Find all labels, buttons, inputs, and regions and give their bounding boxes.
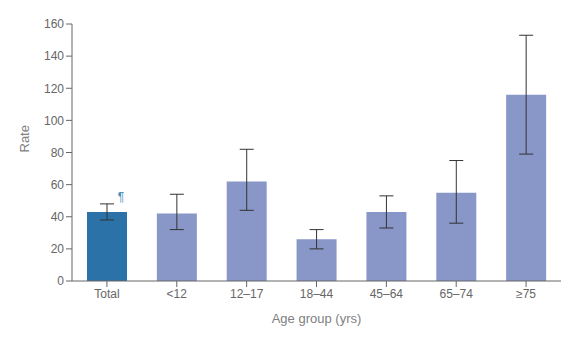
svg-text:0: 0 <box>57 274 64 288</box>
svg-text:140: 140 <box>44 49 64 63</box>
svg-text:Total: Total <box>94 287 119 301</box>
svg-text:60: 60 <box>51 178 65 192</box>
svg-text:¶: ¶ <box>118 190 124 204</box>
svg-text:80: 80 <box>51 146 65 160</box>
svg-text:65–74: 65–74 <box>440 287 474 301</box>
svg-text:<12: <12 <box>167 287 188 301</box>
svg-text:100: 100 <box>44 114 64 128</box>
svg-text:120: 120 <box>44 82 64 96</box>
svg-text:Age group (yrs): Age group (yrs) <box>272 311 362 326</box>
svg-text:20: 20 <box>51 242 65 256</box>
svg-text:160: 160 <box>44 17 64 31</box>
svg-text:18–44: 18–44 <box>300 287 334 301</box>
svg-text:12–17: 12–17 <box>230 287 264 301</box>
svg-text:45–64: 45–64 <box>370 287 404 301</box>
svg-text:Rate: Rate <box>17 125 32 152</box>
svg-text:≥75: ≥75 <box>516 287 536 301</box>
svg-text:40: 40 <box>51 210 65 224</box>
